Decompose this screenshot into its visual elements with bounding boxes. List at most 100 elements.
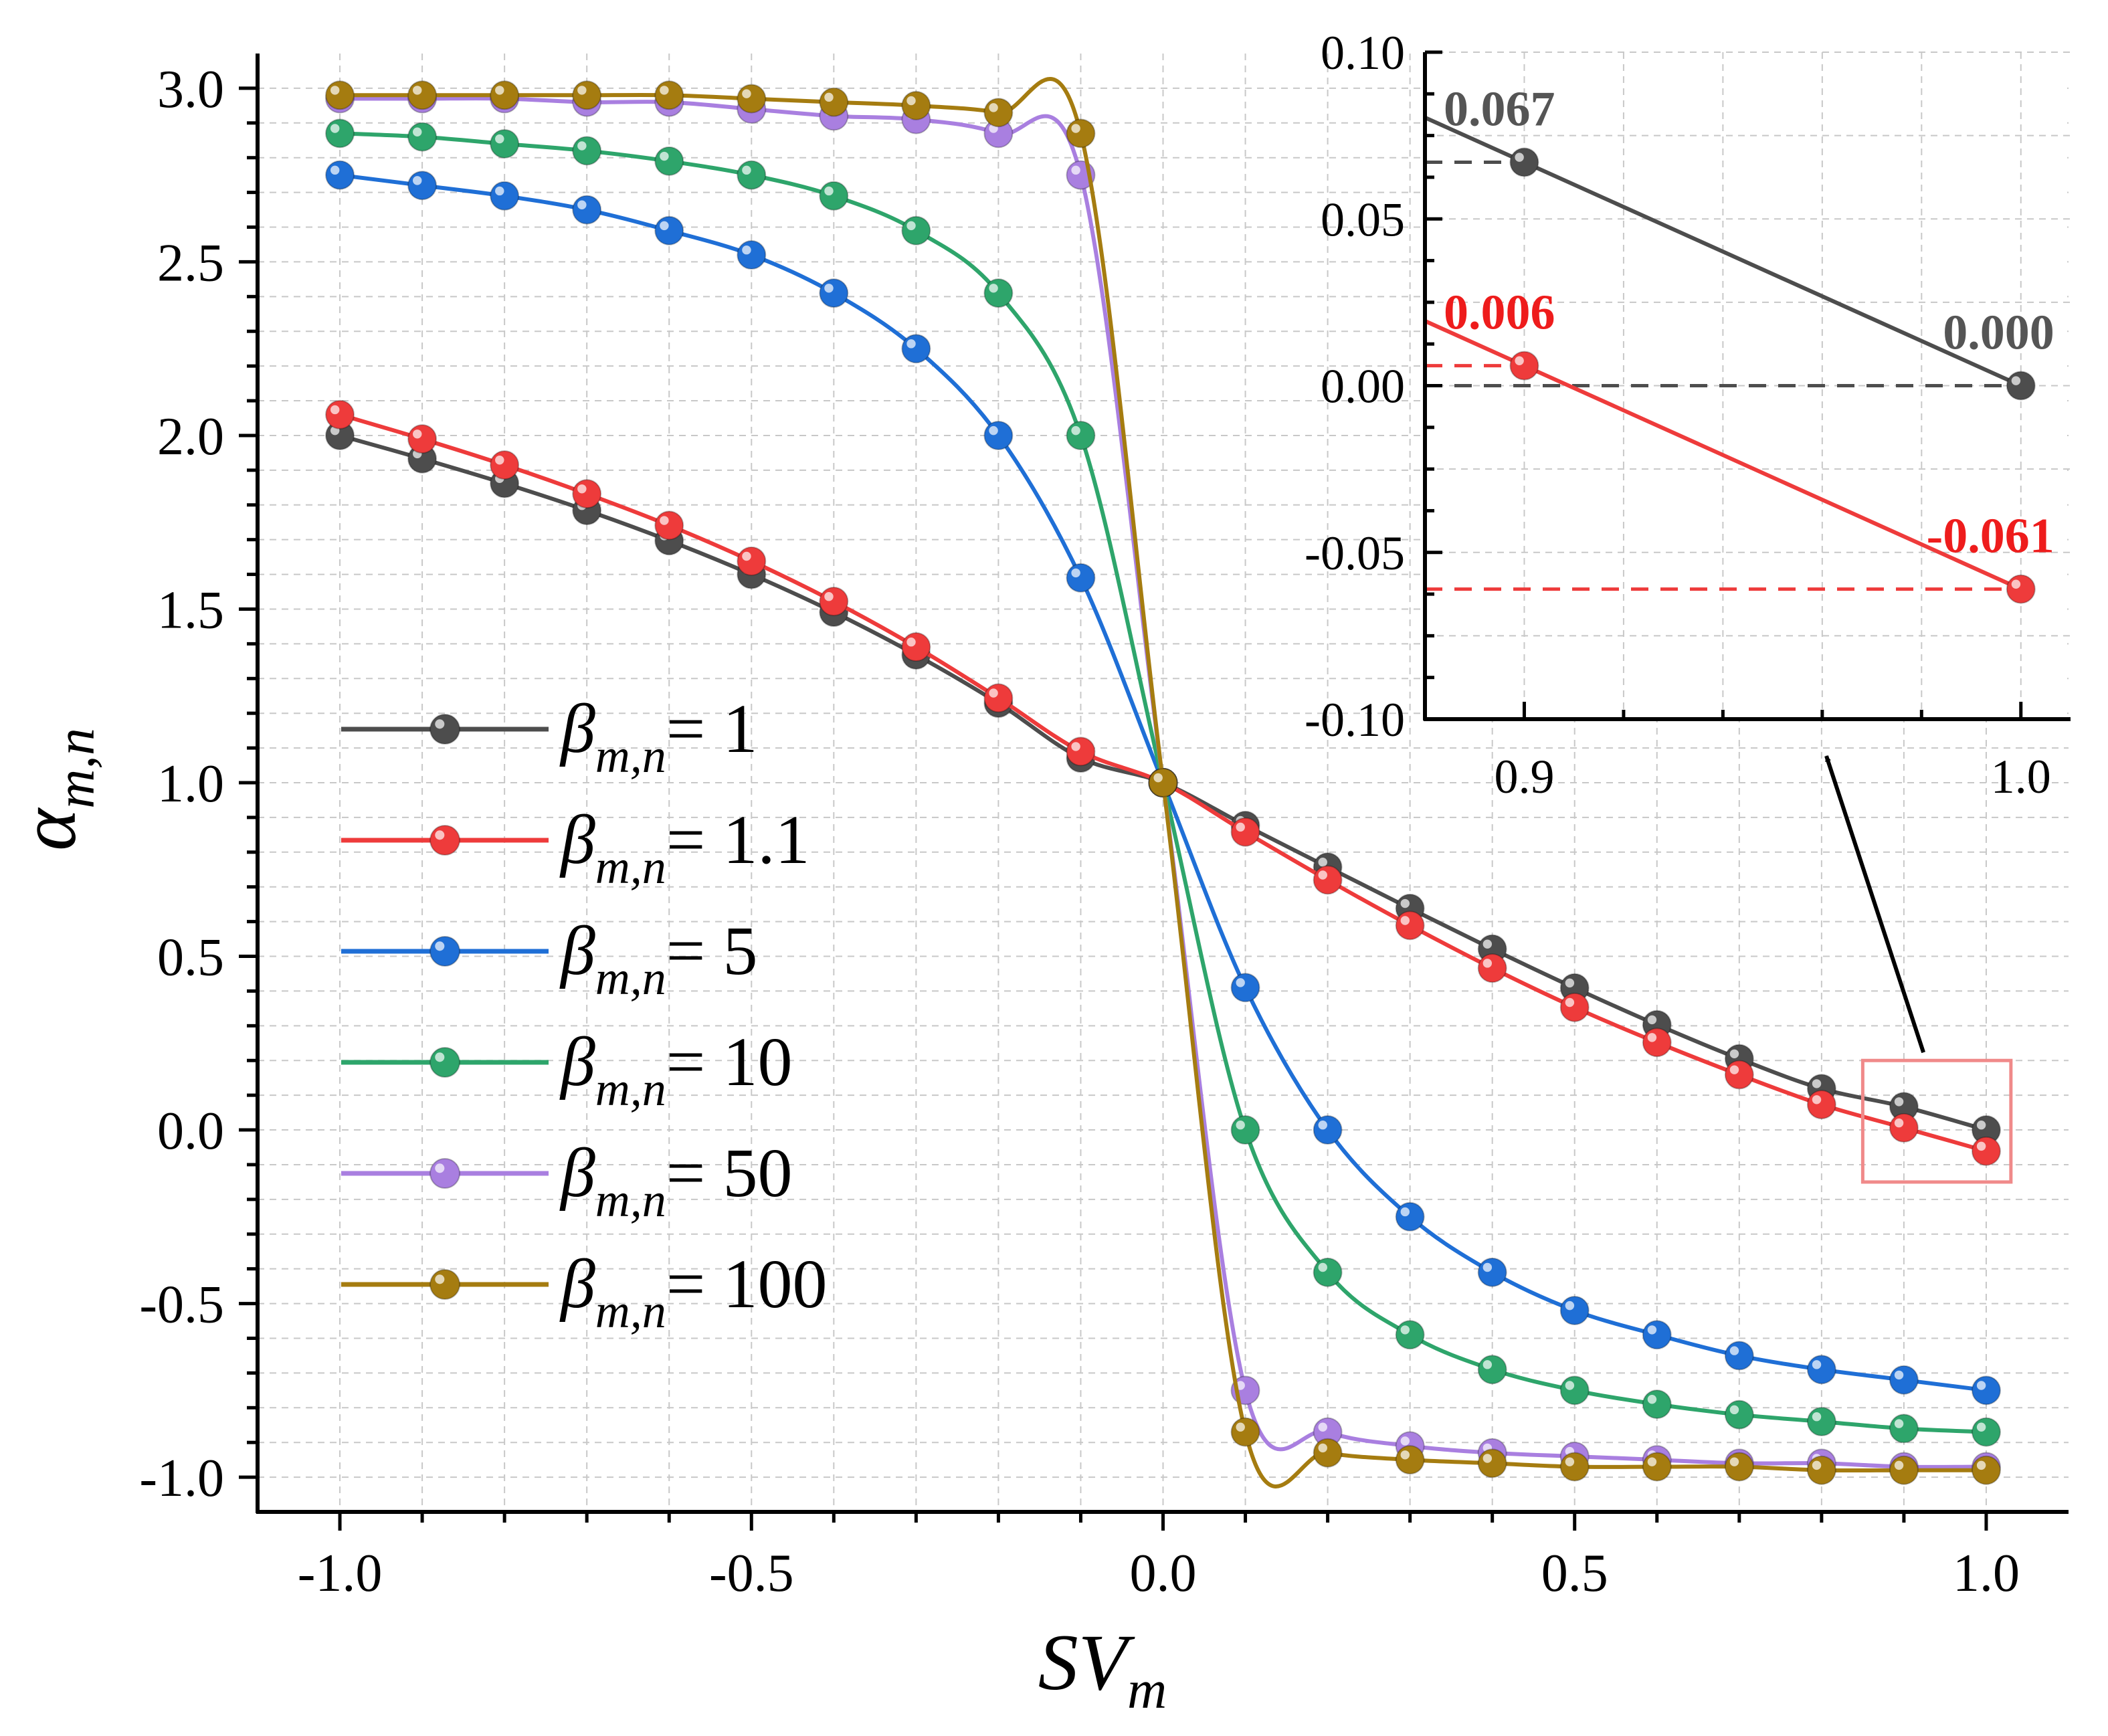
point-beta_10-xm0_3 [901,215,931,246]
marker-body [407,122,438,152]
marker-highlight [435,1163,445,1173]
point-beta_1_1-xm0_8 [490,450,520,480]
point-beta_5-x0_5 [1559,1295,1590,1325]
point-beta_5-xm0_2 [983,420,1014,450]
marker-highlight [1565,978,1575,988]
legend-symbol: β [559,912,595,989]
marker-body [572,80,602,110]
marker-body [1066,737,1096,767]
marker-highlight [906,637,916,647]
inset-annotation: 0.006 [1444,286,1555,341]
inset-point-beta_1_1-x1 [2006,574,2036,604]
marker-body [325,399,355,429]
point-beta_100-x0_2 [1313,1438,1343,1468]
legend-value: = 50 [666,1135,793,1212]
point-beta_5-x1 [1971,1375,2001,1406]
marker-highlight [435,719,445,729]
marker-highlight [1812,1412,1822,1422]
marker-body [1477,1257,1507,1287]
point-beta_100-x0_8 [1806,1455,1836,1485]
point-beta_1_1-x0_6 [1642,1028,1672,1058]
point-beta_100-x0 [1148,768,1178,797]
marker-body [737,546,767,576]
point-beta_1_1-xm0_3 [901,632,931,662]
point-beta_10-xm0_5 [737,160,767,190]
marker-highlight [1071,742,1080,751]
legend-subscript: m,n [595,840,666,894]
marker-body [2006,371,2036,401]
marker-body [1806,1455,1836,1485]
point-beta_1_1-x0_4 [1477,953,1507,983]
marker-highlight [1236,1422,1245,1432]
x-axis-title-main: SV [1038,1618,1135,1707]
x-axis-title: SVm [1038,1618,1167,1720]
marker-body [1477,1448,1507,1478]
marker-highlight [495,86,504,95]
marker-highlight [1318,1443,1327,1453]
inset-annotation: 0.067 [1444,82,1555,137]
point-beta_1_1-x1 [1971,1136,2001,1166]
marker-highlight [435,941,445,951]
marker-body [407,171,438,201]
marker-highlight [577,200,587,209]
marker-body [654,215,684,246]
y-axis-title-main: α [3,807,92,851]
marker-body [1395,1201,1425,1232]
marker-highlight [413,127,422,136]
marker-highlight [1482,1262,1493,1272]
marker-body [737,240,767,270]
marker-body [1642,1452,1672,1482]
marker-highlight [413,86,422,95]
marker-body [983,278,1014,308]
marker-highlight [1729,1065,1739,1074]
point-beta_100-xm0_8 [490,80,520,110]
point-beta_1_1-x0_2 [1313,865,1343,895]
point-beta_1_1-xm0_1 [1066,737,1096,767]
legend-symbol: β [559,690,595,767]
marker-body [490,181,520,211]
marker-body [572,479,602,509]
marker-body [1230,973,1260,1003]
point-beta_10-x0_5 [1559,1375,1590,1406]
point-beta_100-xm0_6 [654,80,684,110]
inset-annotations: 0.067 0.000 0.006 -0.061 [1444,82,2054,564]
marker-body [1889,1113,1919,1143]
y-tick-label: 2.5 [157,233,224,292]
legend-subscript: m,n [595,951,666,1005]
marker-body [1642,1028,1672,1058]
marker-highlight [1318,1262,1327,1272]
y-tick-label: 3.0 [157,60,224,119]
y-tick-label: -0.5 [139,1276,224,1335]
point-beta_1_1-x0_9 [1889,1113,1919,1143]
marker-highlight [660,516,669,525]
marker-highlight [1729,1405,1739,1415]
point-beta_100-x0_6 [1642,1452,1672,1482]
marker-highlight [989,425,998,436]
point-beta_100-xm0_2 [983,98,1014,128]
marker-body [572,136,602,166]
legend-subscript: m,n [595,729,666,783]
marker-highlight [824,591,834,601]
point-beta_100-x0_4 [1477,1448,1507,1478]
inset-annotation: 0.000 [1943,306,2054,361]
point-beta_10-x0_1 [1230,1115,1260,1145]
marker-body [1971,1136,2001,1166]
marker-highlight [989,688,998,698]
inset-y-tick-label: 0.00 [1321,360,1405,413]
marker-highlight [1894,1370,1904,1380]
marker-body [819,87,849,117]
inset-x-tick-label: 0.9 [1494,750,1554,803]
marker-body [1806,1090,1836,1120]
marker-body [1148,768,1178,797]
point-beta_10-xm0_2 [983,278,1014,308]
inset-series [1425,115,2036,604]
marker-body [1230,817,1260,847]
point-beta_100-xm0_4 [819,87,849,117]
marker-body [1477,953,1507,983]
inset-point-beta_1-x1 [2006,371,2036,401]
point-beta_100-xm0_5 [737,84,767,114]
marker-highlight [1400,898,1410,908]
point-beta_100-xm1 [325,80,355,110]
legend-subscript: m,n [595,1284,666,1338]
point-beta_5-xm0_3 [901,334,931,364]
